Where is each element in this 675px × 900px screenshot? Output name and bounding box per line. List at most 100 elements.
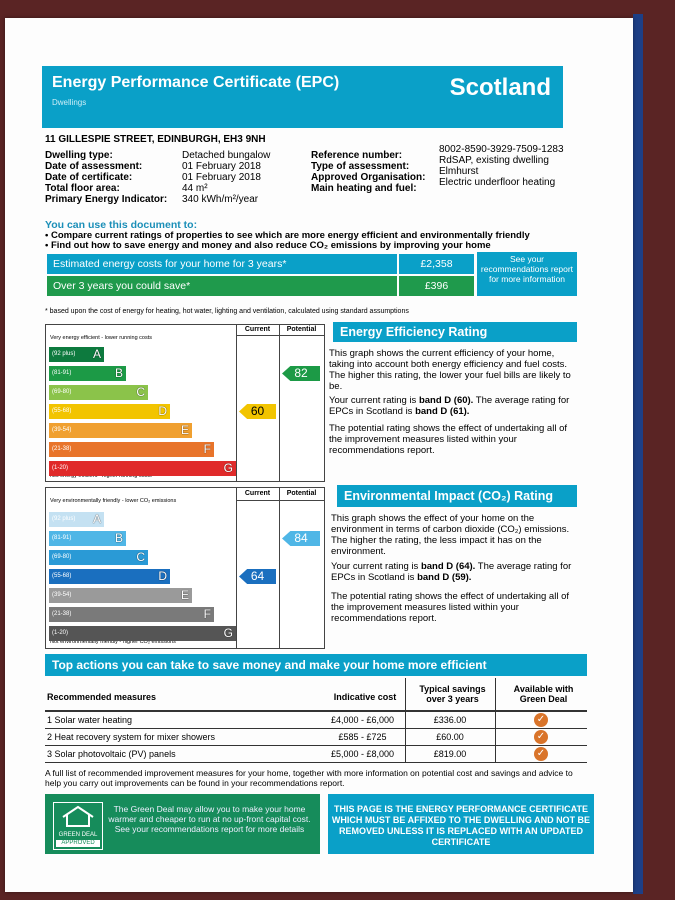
chart-bottom-label: Not environmentally friendly - higher CO… (50, 639, 176, 645)
ee-para-1: This graph shows the current efficiency … (329, 348, 571, 392)
house-icon (62, 805, 94, 827)
band-letter: E (180, 588, 189, 602)
detail-value: Elmhurst (439, 166, 479, 177)
see-recommendations-box: See your recommendations report for more… (477, 252, 577, 296)
current-rating-pointer: 64 (239, 569, 276, 584)
col-measure: Recommended measures (47, 692, 157, 702)
rating-band-e: (39-54) E (49, 423, 192, 438)
band-range: (21-38) (52, 611, 72, 617)
cost-footnote: * based upon the cost of energy for heat… (45, 308, 409, 315)
col-potential: Potential (286, 326, 317, 333)
use-item: • Compare current ratings of properties … (45, 230, 530, 241)
ei-para-2a: Your current rating is (331, 561, 421, 572)
ee-para-2: Your current rating is band D (60). The … (329, 395, 579, 417)
actions-table: Recommended measures Indicative cost Typ… (45, 678, 587, 763)
ei-para-1: This graph shows the effect of your home… (331, 513, 570, 557)
band-range: (69-80) (52, 554, 72, 560)
potential-rating-pointer: 84 (282, 531, 320, 546)
epc-header: Energy Performance Certificate (EPC) Dwe… (42, 66, 563, 128)
measure: 2 Heat recovery system for mixer showers (47, 732, 216, 742)
cost-value: £396 (399, 276, 474, 296)
property-address: 11 GILLESPIE STREET, EDINBURGH, EH3 9NH (45, 134, 266, 145)
band-range: (39-54) (52, 427, 72, 433)
ei-para-3: The potential rating shows the effect of… (331, 591, 570, 624)
band-letter: G (223, 626, 233, 640)
band-letter: B (114, 531, 123, 545)
band-letter: F (203, 442, 211, 456)
check-icon: ✓ (534, 747, 548, 761)
band-letter: A (92, 347, 101, 361)
check-icon: ✓ (534, 730, 548, 744)
cost-value: £2,358 (399, 254, 474, 274)
band-range: (69-80) (52, 389, 72, 395)
chart-divider (279, 325, 280, 481)
band-range: (81-91) (52, 370, 72, 376)
band-letter: A (92, 512, 101, 526)
chart-divider (236, 325, 237, 481)
band-letter: G (223, 461, 233, 475)
use-item-text: Compare current ratings of properties to… (50, 230, 530, 241)
table-divider (45, 710, 587, 712)
cost-label: Estimated energy costs for your home for… (47, 254, 397, 274)
ei-para-2c: The average rating for EPCs in Scotland … (331, 561, 572, 583)
chart-top-label: Very environmentally friendly - lower CO… (50, 498, 177, 504)
measure: 3 Solar photovoltaic (PV) panels (47, 749, 176, 759)
detail-label: Main heating and fuel: (311, 183, 417, 194)
detail-label: Approved Organisation: (311, 172, 426, 183)
ee-heading: Energy Efficiency Rating (333, 322, 577, 342)
table-row: 1 Solar water heating £4,000 - £6,000 £3… (45, 712, 587, 729)
savings: £819.00 (433, 749, 467, 759)
detail-value: Detached bungalow (182, 150, 271, 161)
cost: £5,000 - £8,000 (330, 749, 395, 759)
measure: 1 Solar water heating (47, 715, 133, 725)
detail-label: Primary Energy Indicator: (45, 194, 168, 205)
green-deal-logo: GREEN DEAL APPROVED (53, 802, 103, 850)
rating-band-f: (21-38) F (49, 607, 214, 622)
ee-average-band: band D (61). (415, 406, 470, 417)
band-letter: B (114, 366, 123, 380)
green-deal-text: The Green Deal may allow you to make you… (108, 804, 311, 834)
table-row: 2 Heat recovery system for mixer showers… (45, 729, 587, 746)
detail-label: Type of assessment: (311, 161, 410, 172)
logo-bottom: APPROVED (56, 840, 100, 847)
detail-value: 01 February 2018 (182, 172, 261, 183)
energy-efficiency-chart: Very energy efficient - lower running co… (45, 324, 325, 482)
rating-band-e: (39-54) E (49, 588, 192, 603)
page-title: Energy Performance Certificate (EPC) (52, 74, 340, 91)
rating-band-c: (69-80) C (49, 385, 148, 400)
current-rating-pointer: 60 (239, 404, 276, 419)
rating-band-g: (1-20) G (49, 626, 236, 641)
detail-value: RdSAP, existing dwelling (439, 155, 549, 166)
rating-band-d: (55-68) D (49, 569, 170, 584)
detail-value: 44 m² (182, 183, 208, 194)
rating-band-b: (81-91) B (49, 531, 126, 546)
ee-para-3: The potential rating shows the effect of… (329, 423, 568, 456)
use-item-text: Find out how to save energy and money an… (50, 240, 491, 251)
band-range: (92 plus) (52, 516, 76, 522)
region-label: Scotland (449, 74, 551, 101)
cost: £4,000 - £6,000 (330, 715, 395, 725)
detail-label: Total floor area: (45, 183, 120, 194)
green-deal-box: GREEN DEAL APPROVED The Green Deal may a… (45, 794, 320, 854)
chart-divider (236, 335, 324, 336)
band-range: (1-20) (52, 465, 69, 471)
col-green: Available with Green Deal (513, 684, 574, 704)
detail-value: 340 kWh/m²/year (182, 194, 259, 205)
chart-top-label: Very energy efficient - lower running co… (50, 335, 153, 341)
col-current: Current (244, 326, 271, 333)
detail-label: Date of assessment: (45, 161, 143, 172)
band-letter: E (180, 423, 189, 437)
band-letter: D (158, 404, 167, 418)
rating-band-a: (92 plus) A (49, 512, 104, 527)
band-letter: F (203, 607, 211, 621)
chart-bottom-label: Not energy efficient - higher running co… (50, 473, 152, 479)
page-notice: THIS PAGE IS THE ENERGY PERFORMANCE CERT… (328, 794, 594, 854)
potential-rating-pointer: 82 (282, 366, 320, 381)
rating-band-d: (55-68) D (49, 404, 170, 419)
rating-band-f: (21-38) F (49, 442, 214, 457)
savings: £336.00 (433, 715, 467, 725)
band-range: (55-68) (52, 408, 72, 414)
rating-band-c: (69-80) C (49, 550, 148, 565)
epc-sheet: Energy Performance Certificate (EPC) Dwe… (5, 18, 633, 892)
use-item: • Find out how to save energy and money … (45, 240, 491, 251)
